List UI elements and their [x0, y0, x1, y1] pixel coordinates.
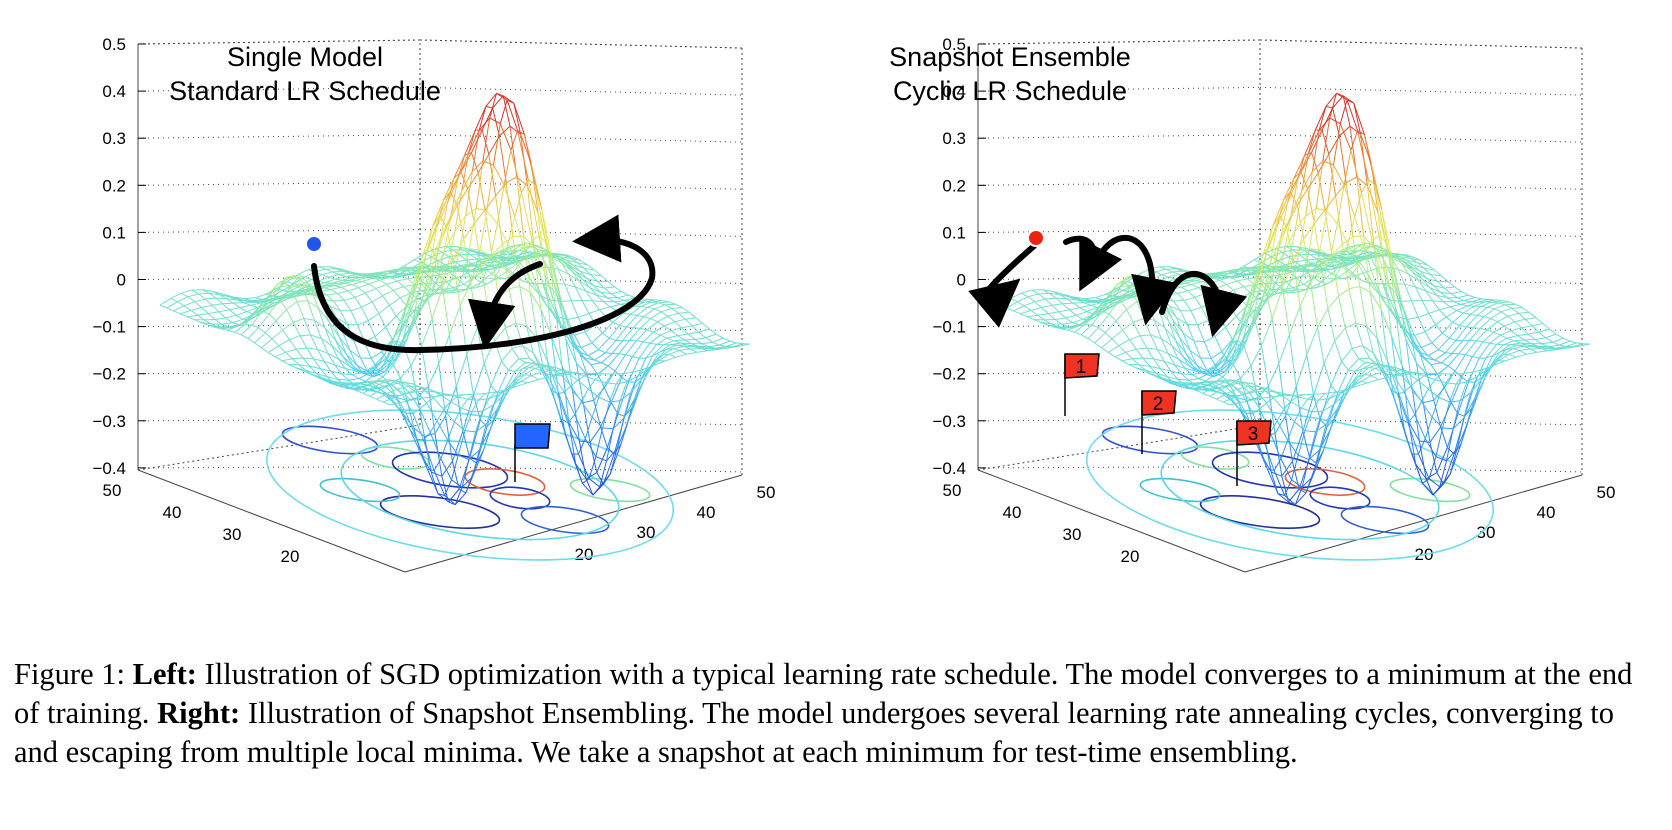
left-axis-tick-label: 50: [103, 481, 122, 500]
left-axis-tick-label: 20: [1121, 547, 1140, 566]
z-tick-label: 0.2: [102, 176, 126, 195]
axis-frame: [137, 39, 743, 573]
z-tick-label: 0: [957, 271, 966, 290]
z-tick-label: 0.5: [942, 35, 966, 54]
start-point-marker: [305, 235, 323, 253]
z-tick-label: 0.4: [942, 82, 966, 101]
panel-title-line-2: Cyclic LR Schedule: [893, 76, 1127, 106]
right-axis-tick-label: 30: [637, 523, 656, 542]
left-axis-tick-label: 50: [943, 481, 962, 500]
z-tick-label: 0.2: [942, 176, 966, 195]
panel-title: Single Model Standard LR Schedule: [169, 42, 441, 106]
z-tick-label: 0.1: [102, 223, 126, 242]
z-tick-label: 0.1: [942, 223, 966, 242]
right-axis-tick-label: 50: [757, 483, 776, 502]
snapshot-flag-label: 2: [1153, 394, 1164, 415]
z-tick-label: 0.5: [102, 35, 126, 54]
left-axis-ticks: 50 40 30 20: [103, 481, 300, 566]
z-tick-label: −0.3: [932, 412, 966, 431]
snapshot-flag-label: 3: [1248, 424, 1259, 445]
left-axis-tick-label: 30: [223, 525, 242, 544]
z-tick-label: −0.1: [932, 318, 966, 337]
surface-mesh: [159, 92, 751, 506]
start-point-marker: [1027, 229, 1045, 247]
z-tick-label: 0: [117, 271, 126, 290]
z-tick-label: −0.2: [932, 365, 966, 384]
z-tick-label: −0.3: [92, 412, 126, 431]
left-axis-tick-label: 20: [281, 547, 300, 566]
right-axis-tick-label: 20: [575, 545, 594, 564]
z-tick-label: −0.4: [932, 459, 966, 478]
panel-title: Snapshot Ensemble Cyclic LR Schedule: [889, 42, 1131, 106]
snapshot-flag: 1: [1064, 353, 1100, 416]
snapshot-flag-label: 1: [1076, 357, 1087, 378]
axis-frame: [977, 39, 1583, 573]
caption-right-label: Right:: [157, 696, 241, 730]
z-axis-ticks: 0.5 0.4 0.3 0.2 0.1 0 −0.1 −0.2 −0.3 −0.4: [932, 35, 986, 478]
right-axis-tick-label: 40: [1537, 503, 1556, 522]
converged-flag: [514, 423, 551, 482]
right-axis-tick-label: 50: [1597, 483, 1616, 502]
z-tick-label: 0.3: [102, 129, 126, 148]
right-axis-ticks: 50 40 30 20: [575, 483, 776, 564]
z-tick-label: −0.2: [92, 365, 126, 384]
caption-figure-label: Figure 1:: [14, 657, 125, 691]
left-axis-tick-label: 40: [1003, 503, 1022, 522]
optimization-trajectory: [968, 229, 1248, 338]
caption-right-text: Illustration of Snapshot Ensembling. The…: [14, 696, 1615, 769]
optimization-trajectory: [305, 214, 656, 354]
left-plot: 0.5 0.4 0.3 0.2 0.1 0 −0.1 −0.2 −0.3 −0.4 50 40 30 20…: [92, 35, 776, 573]
right-axis-tick-label: 30: [1477, 523, 1496, 542]
panel-title-line-2: Standard LR Schedule: [169, 76, 441, 106]
caption-left-label: Left:: [132, 657, 197, 691]
z-tick-label: 0.4: [102, 82, 126, 101]
left-axis-ticks: 50 40 30 20: [943, 481, 1140, 566]
z-tick-label: −0.1: [92, 318, 126, 337]
right-plot: 0.50.40.30.20.10−0.1−0.2−0.3−0.450403020…: [889, 35, 1616, 573]
left-axis-tick-label: 30: [1063, 525, 1082, 544]
panel-title-line-1: Snapshot Ensemble: [889, 42, 1131, 72]
figure: 0.5 0.4 0.3 0.2 0.1 0 −0.1 −0.2 −0.3 −0.4 50 40 30 20…: [92, 35, 1616, 573]
z-tick-label: −0.4: [92, 459, 126, 478]
right-axis-tick-label: 40: [697, 503, 716, 522]
z-axis-ticks: 0.5 0.4 0.3 0.2 0.1 0 −0.1 −0.2 −0.3 −0.4: [92, 35, 146, 478]
snapshot-flag: 3: [1236, 420, 1272, 486]
snapshot-flag: 2: [1141, 390, 1177, 454]
z-tick-label: 0.3: [942, 129, 966, 148]
caption-left-text: Illustration of SGD optimization with a …: [14, 657, 1633, 730]
floor-contours: [265, 409, 675, 561]
left-axis-tick-label: 40: [163, 503, 182, 522]
figure-caption: Figure 1: Left: Illustration of SGD opti…: [14, 655, 1654, 772]
panel-title-line-1: Single Model: [227, 42, 383, 72]
